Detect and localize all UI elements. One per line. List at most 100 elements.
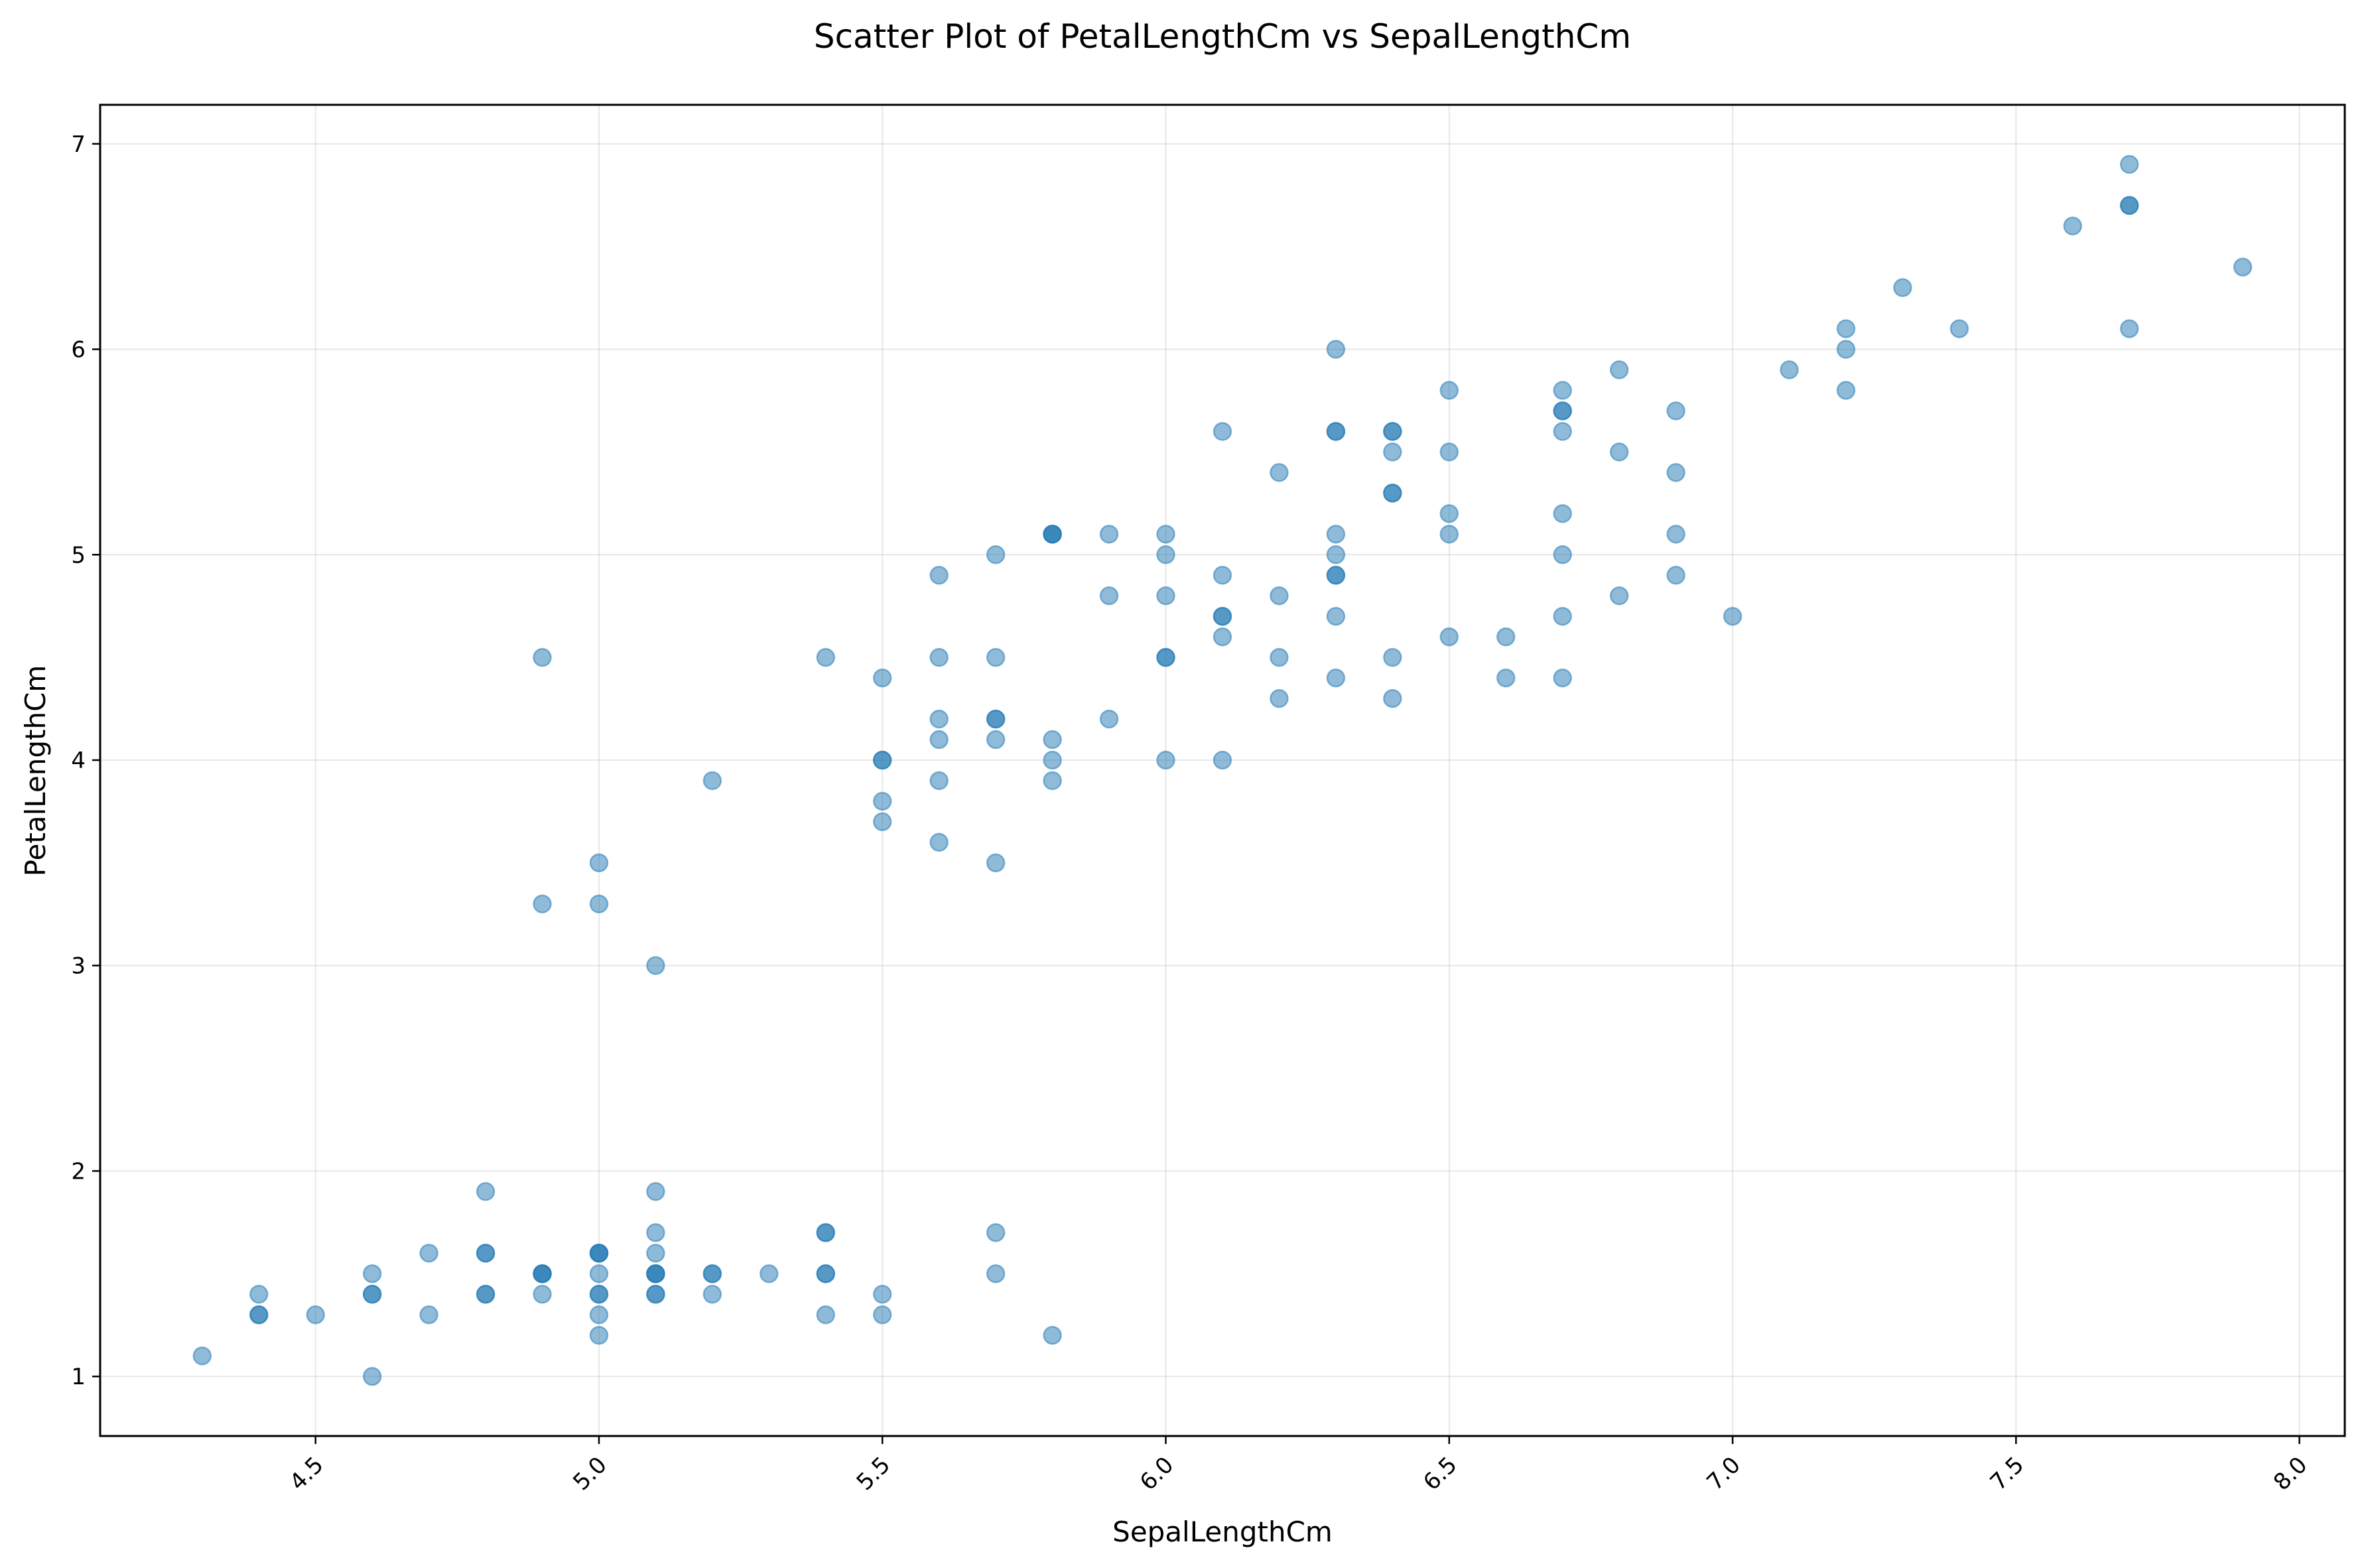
data-point — [1156, 525, 1175, 544]
data-point — [1666, 566, 1685, 585]
data-point — [419, 1244, 438, 1263]
data-point — [1553, 545, 1572, 564]
data-point — [589, 1305, 609, 1325]
data-point — [702, 1264, 722, 1283]
data-point — [533, 894, 552, 914]
data-point — [1496, 627, 1516, 647]
data-point — [1780, 360, 1799, 379]
data-point — [1213, 422, 1232, 441]
data-point — [1156, 750, 1175, 770]
data-point — [816, 1305, 836, 1325]
data-point — [1383, 688, 1402, 708]
data-point — [929, 566, 949, 585]
y-axis-ticks: 1 2 3 4 5 6 7 — [71, 131, 100, 1390]
data-point — [419, 1305, 438, 1325]
data-point — [1439, 504, 1459, 523]
data-point — [1326, 525, 1346, 544]
data-point — [1836, 340, 1856, 359]
data-point — [589, 1244, 609, 1263]
data-point — [2120, 319, 2139, 338]
data-point — [1043, 750, 1062, 770]
data-point — [646, 1223, 665, 1242]
data-point — [1099, 525, 1119, 544]
data-point — [533, 1285, 552, 1304]
data-point — [1666, 463, 1685, 482]
data-point — [929, 730, 949, 750]
data-point — [1553, 381, 1572, 400]
data-point — [1326, 340, 1346, 359]
data-point — [476, 1244, 495, 1263]
data-point — [1553, 504, 1572, 523]
data-point — [646, 1182, 665, 1201]
data-point — [1326, 566, 1346, 585]
data-point — [192, 1346, 212, 1366]
data-point — [589, 853, 609, 873]
data-point — [873, 1285, 892, 1304]
data-point — [1213, 566, 1232, 585]
data-point — [1439, 525, 1459, 544]
data-point — [986, 709, 1006, 729]
data-point — [1156, 545, 1175, 564]
data-point — [1553, 401, 1572, 421]
data-point — [589, 1285, 609, 1304]
data-point — [1099, 709, 1119, 729]
data-point — [362, 1285, 382, 1304]
data-point — [646, 956, 665, 975]
data-point — [589, 1325, 609, 1345]
data-point — [816, 1264, 836, 1283]
data-point — [986, 730, 1006, 750]
data-point — [873, 668, 892, 688]
data-point — [929, 709, 949, 729]
data-point — [986, 545, 1006, 564]
data-point — [929, 832, 949, 852]
data-point — [1836, 319, 1856, 338]
data-point — [929, 647, 949, 667]
data-point — [2120, 196, 2139, 216]
data-point — [873, 812, 892, 832]
data-point — [1609, 360, 1629, 379]
data-point — [1043, 730, 1062, 750]
data-point — [1553, 606, 1572, 626]
data-point — [1383, 484, 1402, 503]
data-point — [476, 1182, 495, 1201]
data-point — [986, 647, 1006, 667]
data-point — [1949, 319, 1969, 338]
data-point — [1270, 586, 1289, 606]
data-point — [873, 791, 892, 811]
y-tick-label: 7 — [71, 131, 86, 158]
data-point — [1723, 606, 1742, 626]
data-point — [1666, 401, 1685, 421]
data-point — [873, 750, 892, 770]
data-point — [759, 1264, 779, 1283]
data-point — [646, 1264, 665, 1283]
y-tick-label: 6 — [71, 337, 86, 363]
y-axis-label: PetalLengthCm — [19, 665, 52, 877]
data-point — [1553, 668, 1572, 688]
data-point — [986, 853, 1006, 873]
data-point — [1326, 668, 1346, 688]
data-point — [533, 647, 552, 667]
y-tick-label: 2 — [71, 1158, 86, 1185]
data-point — [306, 1305, 325, 1325]
y-tick-label: 1 — [71, 1364, 86, 1390]
data-point — [2233, 257, 2253, 277]
data-point — [873, 1305, 892, 1325]
data-point — [1043, 771, 1062, 791]
data-point — [1383, 422, 1402, 441]
plot-frame — [99, 103, 2346, 1437]
data-point — [589, 894, 609, 914]
data-point — [1043, 1325, 1062, 1345]
data-point — [1270, 463, 1289, 482]
data-point — [1213, 750, 1232, 770]
data-point — [1156, 586, 1175, 606]
chart-title: Scatter Plot of PetalLengthCm vs SepalLe… — [814, 17, 1631, 56]
data-point — [1666, 525, 1685, 544]
data-point — [362, 1366, 382, 1386]
data-point — [1836, 381, 1856, 400]
grid-lines — [100, 105, 2345, 1436]
data-point — [1326, 545, 1346, 564]
data-point — [1893, 278, 1912, 297]
data-point — [702, 771, 722, 791]
data-point — [1270, 688, 1289, 708]
